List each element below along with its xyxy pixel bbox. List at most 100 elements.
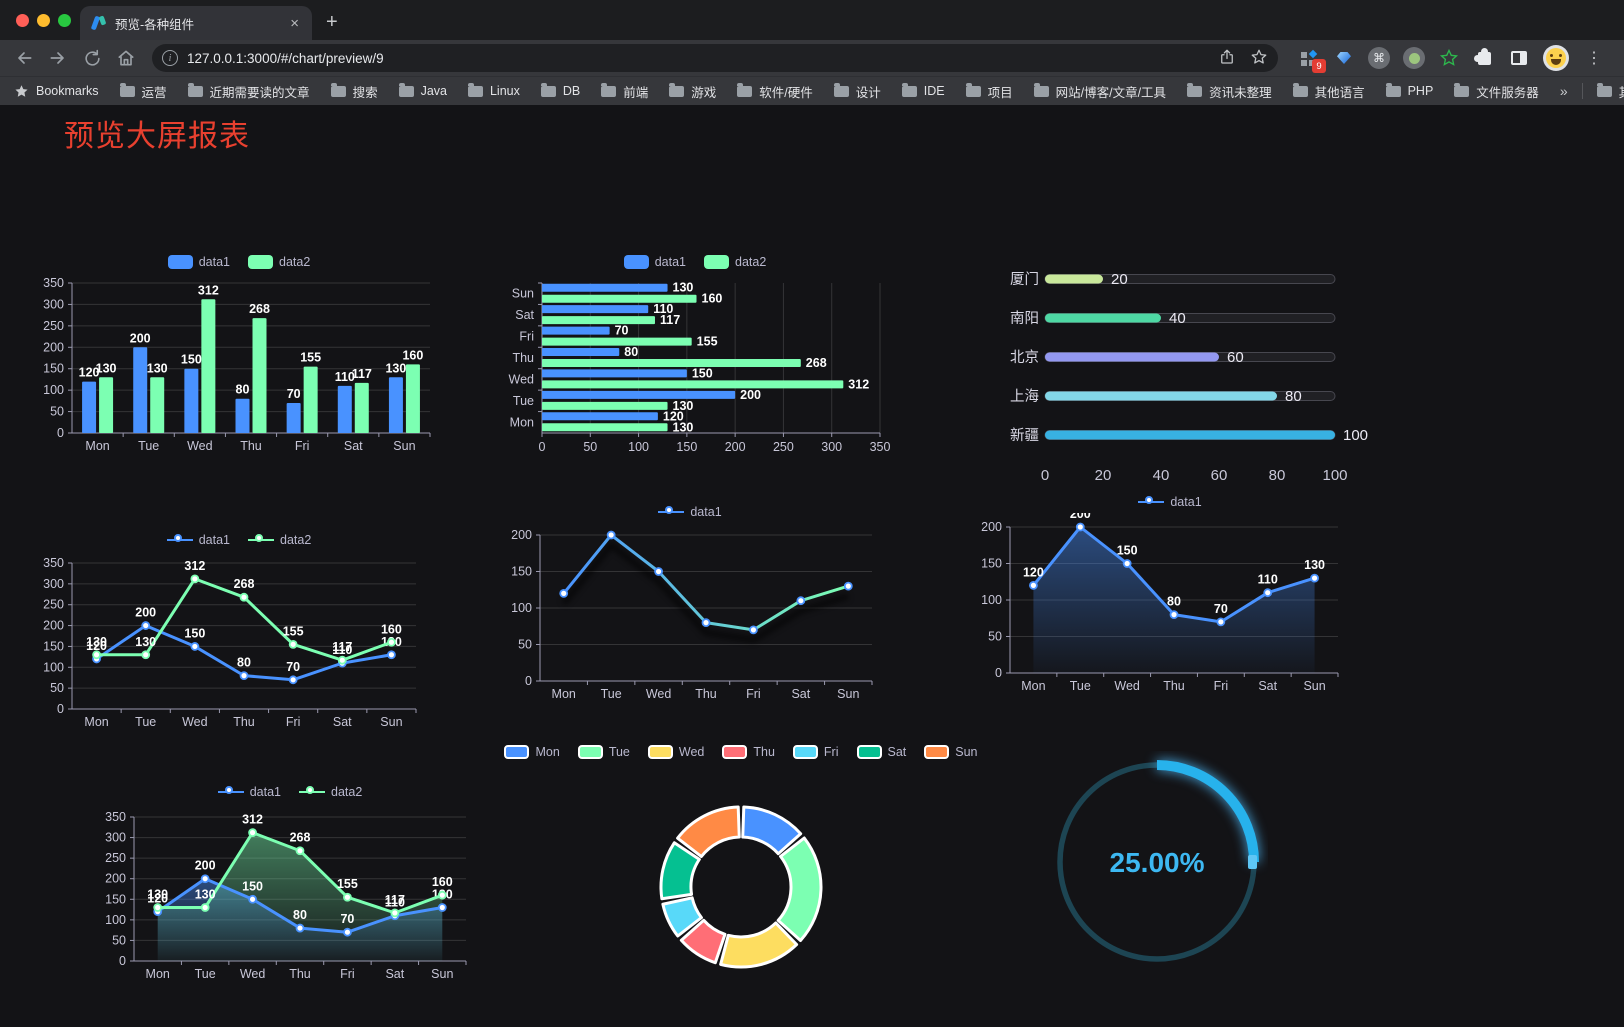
bookmark-folder[interactable]: DB bbox=[540, 82, 580, 101]
donut-slice[interactable] bbox=[676, 805, 741, 859]
bookmark-star-icon[interactable] bbox=[1250, 48, 1268, 69]
svg-text:200: 200 bbox=[43, 340, 64, 354]
legend-item[interactable]: data1 bbox=[166, 533, 230, 547]
home-button[interactable] bbox=[112, 44, 140, 72]
svg-text:新疆: 新疆 bbox=[1010, 427, 1039, 444]
profile-avatar[interactable] bbox=[1543, 45, 1569, 71]
side-panel-icon[interactable] bbox=[1508, 47, 1530, 69]
bookmark-folder[interactable]: 运营 bbox=[119, 82, 167, 101]
svg-text:Fri: Fri bbox=[295, 439, 310, 453]
bookmark-folder[interactable]: PHP bbox=[1385, 82, 1433, 101]
legend-item[interactable]: Sat bbox=[856, 745, 906, 759]
other-bookmarks[interactable]: 其他书签 bbox=[1596, 82, 1624, 101]
bookmark-folder[interactable]: 游戏 bbox=[669, 82, 716, 101]
bookmark-folder[interactable]: IDE bbox=[901, 82, 945, 101]
legend-item[interactable]: Wed bbox=[647, 745, 704, 759]
legend-item[interactable]: data1 bbox=[1138, 495, 1202, 509]
new-tab-button[interactable]: + bbox=[326, 11, 338, 33]
svg-text:250: 250 bbox=[43, 319, 64, 333]
donut-slice[interactable] bbox=[659, 841, 701, 901]
svg-text:130: 130 bbox=[147, 888, 168, 902]
svg-text:Sat: Sat bbox=[385, 967, 404, 981]
extension-gem-icon[interactable] bbox=[1333, 47, 1355, 69]
svg-text:厦门: 厦门 bbox=[1010, 271, 1039, 288]
bookmark-folder[interactable]: 项目 bbox=[965, 82, 1013, 101]
legend-item[interactable]: data2 bbox=[248, 533, 311, 547]
svg-text:100: 100 bbox=[43, 660, 64, 674]
extension-command-icon[interactable]: ⌘ bbox=[1368, 47, 1390, 69]
legend-item[interactable]: Mon bbox=[504, 745, 560, 759]
legend-item[interactable]: data1 bbox=[167, 255, 230, 269]
minimize-window-button[interactable] bbox=[37, 14, 50, 27]
bookmark-folder[interactable]: 软件/硬件 bbox=[737, 82, 813, 101]
back-button[interactable] bbox=[10, 44, 38, 72]
site-info-icon[interactable]: i bbox=[162, 50, 178, 66]
bookmark-folder[interactable]: 文件服务器 bbox=[1454, 82, 1539, 101]
reload-button[interactable] bbox=[78, 44, 106, 72]
svg-text:Mon: Mon bbox=[84, 715, 108, 729]
svg-text:0: 0 bbox=[525, 674, 532, 688]
svg-text:Sun: Sun bbox=[1303, 679, 1325, 693]
bookmark-folder[interactable]: 前端 bbox=[601, 82, 648, 101]
bookmark-folder[interactable]: 网站/博客/文章/工具 bbox=[1033, 82, 1166, 101]
url-text[interactable]: 127.0.0.1:3000/#/chart/preview/9 bbox=[187, 50, 384, 66]
svg-text:200: 200 bbox=[195, 859, 216, 873]
legend-item[interactable]: Sun bbox=[924, 745, 978, 759]
bookmark-folder[interactable]: 设计 bbox=[833, 82, 881, 101]
svg-text:0: 0 bbox=[539, 440, 546, 454]
bookmark-folder[interactable]: 资讯未整理 bbox=[1187, 82, 1272, 101]
bookmark-folder[interactable]: 其他语言 bbox=[1292, 82, 1365, 101]
chart-canvas: 厦门 20 南阳 40 北京 60 上海 80 新疆 100 0 20 40 60 80 100 bbox=[1010, 271, 1368, 484]
close-window-button[interactable] bbox=[16, 14, 29, 27]
legend-item[interactable]: Thu bbox=[722, 745, 775, 759]
svg-text:Wed: Wed bbox=[187, 439, 213, 453]
svg-text:117: 117 bbox=[332, 640, 352, 654]
donut-slice[interactable] bbox=[776, 836, 823, 942]
extensions-puzzle-icon[interactable] bbox=[1473, 47, 1495, 69]
bookmark-folder[interactable]: 搜索 bbox=[330, 82, 378, 101]
bookmarks-overflow-chevron[interactable]: » bbox=[1559, 83, 1568, 99]
legend-item[interactable]: data2 bbox=[299, 785, 362, 799]
svg-text:350: 350 bbox=[870, 440, 891, 454]
extension-star-icon[interactable] bbox=[1438, 47, 1460, 69]
browser-tab[interactable]: 预览-各种组件 × bbox=[80, 6, 312, 40]
legend-item[interactable]: data1 bbox=[658, 505, 722, 519]
folder-icon bbox=[669, 82, 685, 97]
legend-item[interactable]: data1 bbox=[623, 255, 686, 269]
svg-text:25.00%: 25.00% bbox=[1110, 847, 1205, 878]
share-icon[interactable] bbox=[1218, 48, 1236, 69]
svg-text:Thu: Thu bbox=[695, 687, 717, 701]
legend-item[interactable]: Fri bbox=[792, 745, 839, 759]
donut-slice[interactable] bbox=[661, 896, 703, 938]
svg-text:150: 150 bbox=[511, 565, 532, 579]
legend-item[interactable]: data2 bbox=[704, 255, 766, 269]
legend-item[interactable]: data1 bbox=[217, 785, 281, 799]
zoom-window-button[interactable] bbox=[58, 14, 71, 27]
forward-button[interactable] bbox=[44, 44, 72, 72]
extension-record-icon[interactable] bbox=[1403, 47, 1425, 69]
svg-text:Thu: Thu bbox=[289, 967, 311, 981]
donut-slice[interactable] bbox=[741, 805, 803, 856]
extension-grid-icon[interactable]: 9 bbox=[1298, 47, 1326, 73]
bookmarks-root[interactable]: Bookmarks bbox=[14, 84, 99, 99]
donut-slice[interactable] bbox=[719, 921, 799, 969]
svg-text:110: 110 bbox=[1258, 573, 1278, 587]
donut-slice[interactable] bbox=[679, 918, 727, 965]
browser-menu-icon[interactable]: ⋮ bbox=[1586, 50, 1602, 67]
svg-text:70: 70 bbox=[615, 324, 629, 338]
bookmark-folder[interactable]: Linux bbox=[467, 82, 520, 101]
svg-text:110: 110 bbox=[332, 643, 352, 657]
svg-text:268: 268 bbox=[290, 831, 311, 845]
bookmark-folder[interactable]: 近期需要读的文章 bbox=[187, 82, 310, 101]
bookmark-folder[interactable]: Java bbox=[398, 82, 447, 101]
chart-line-dual-area: data1 data2 0 50 100 150 200 250 300 350 Mon Tue Wed… bbox=[88, 781, 492, 993]
svg-text:120: 120 bbox=[147, 892, 168, 906]
chart-progress-list: 厦门 20 南阳 40 北京 60 上海 80 新疆 100 0 20 40 60 80 100 bbox=[995, 255, 1375, 490]
legend-swatch-icon bbox=[623, 255, 649, 269]
tab-close-icon[interactable]: × bbox=[290, 14, 299, 32]
address-bar[interactable]: i 127.0.0.1:3000/#/chart/preview/9 bbox=[152, 44, 1278, 72]
legend-item[interactable]: data2 bbox=[248, 255, 310, 269]
legend-item[interactable]: Tue bbox=[577, 745, 630, 759]
browser-toolbar: i 127.0.0.1:3000/#/chart/preview/9 9 ⌘ bbox=[0, 40, 1624, 76]
svg-text:300: 300 bbox=[821, 440, 842, 454]
